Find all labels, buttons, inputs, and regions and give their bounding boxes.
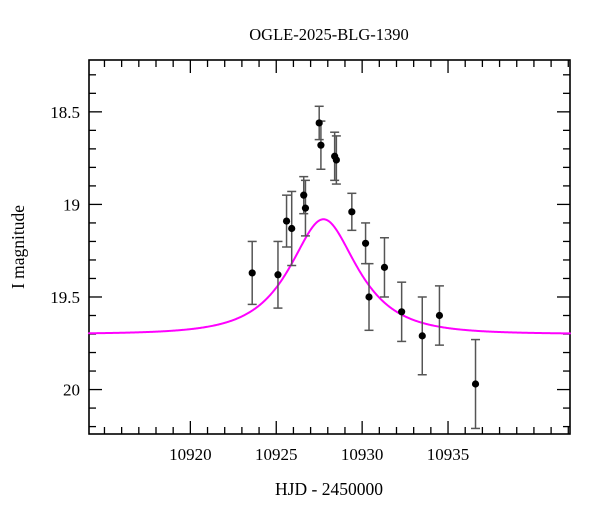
- axis-ticks: [89, 60, 570, 434]
- x-axis-title: HJD - 2450000: [275, 479, 383, 499]
- data-point: [361, 239, 370, 247]
- data-point: [418, 332, 426, 340]
- data-point: [282, 217, 291, 225]
- data-point: [300, 191, 308, 199]
- data-point: [248, 269, 256, 277]
- data-point: [435, 311, 444, 320]
- y-axis-title: I magnitude: [8, 205, 28, 289]
- x-tick-label: 10925: [255, 445, 298, 464]
- data-point: [471, 380, 480, 388]
- data-point: [288, 224, 296, 233]
- data-point: [398, 308, 406, 316]
- y-tick-label: 18.5: [50, 103, 80, 122]
- x-tick-label: 10920: [169, 445, 212, 464]
- x-tick-label: 10935: [427, 445, 470, 464]
- y-tick-label: 19: [63, 195, 80, 214]
- data-point: [317, 141, 325, 149]
- data-point: [380, 263, 389, 271]
- data-point: [332, 156, 340, 164]
- microlensing-model-curve: [88, 218, 571, 335]
- y-tick-label: 19.5: [50, 288, 80, 307]
- data-point: [315, 119, 323, 127]
- data-point: [301, 204, 310, 212]
- x-tick-label: 10930: [341, 445, 384, 464]
- photometry-data-points: [248, 119, 480, 388]
- data-point: [348, 208, 356, 216]
- axis-tick-labels: 10920 10925 10930 10935 18.5 19 19.5 20: [50, 103, 469, 464]
- axes-frame: [88, 59, 571, 435]
- y-tick-label: 20: [63, 381, 80, 400]
- data-point: [365, 293, 373, 301]
- data-point: [274, 271, 282, 279]
- page-title: OGLE-2025-BLG-1390: [249, 25, 408, 44]
